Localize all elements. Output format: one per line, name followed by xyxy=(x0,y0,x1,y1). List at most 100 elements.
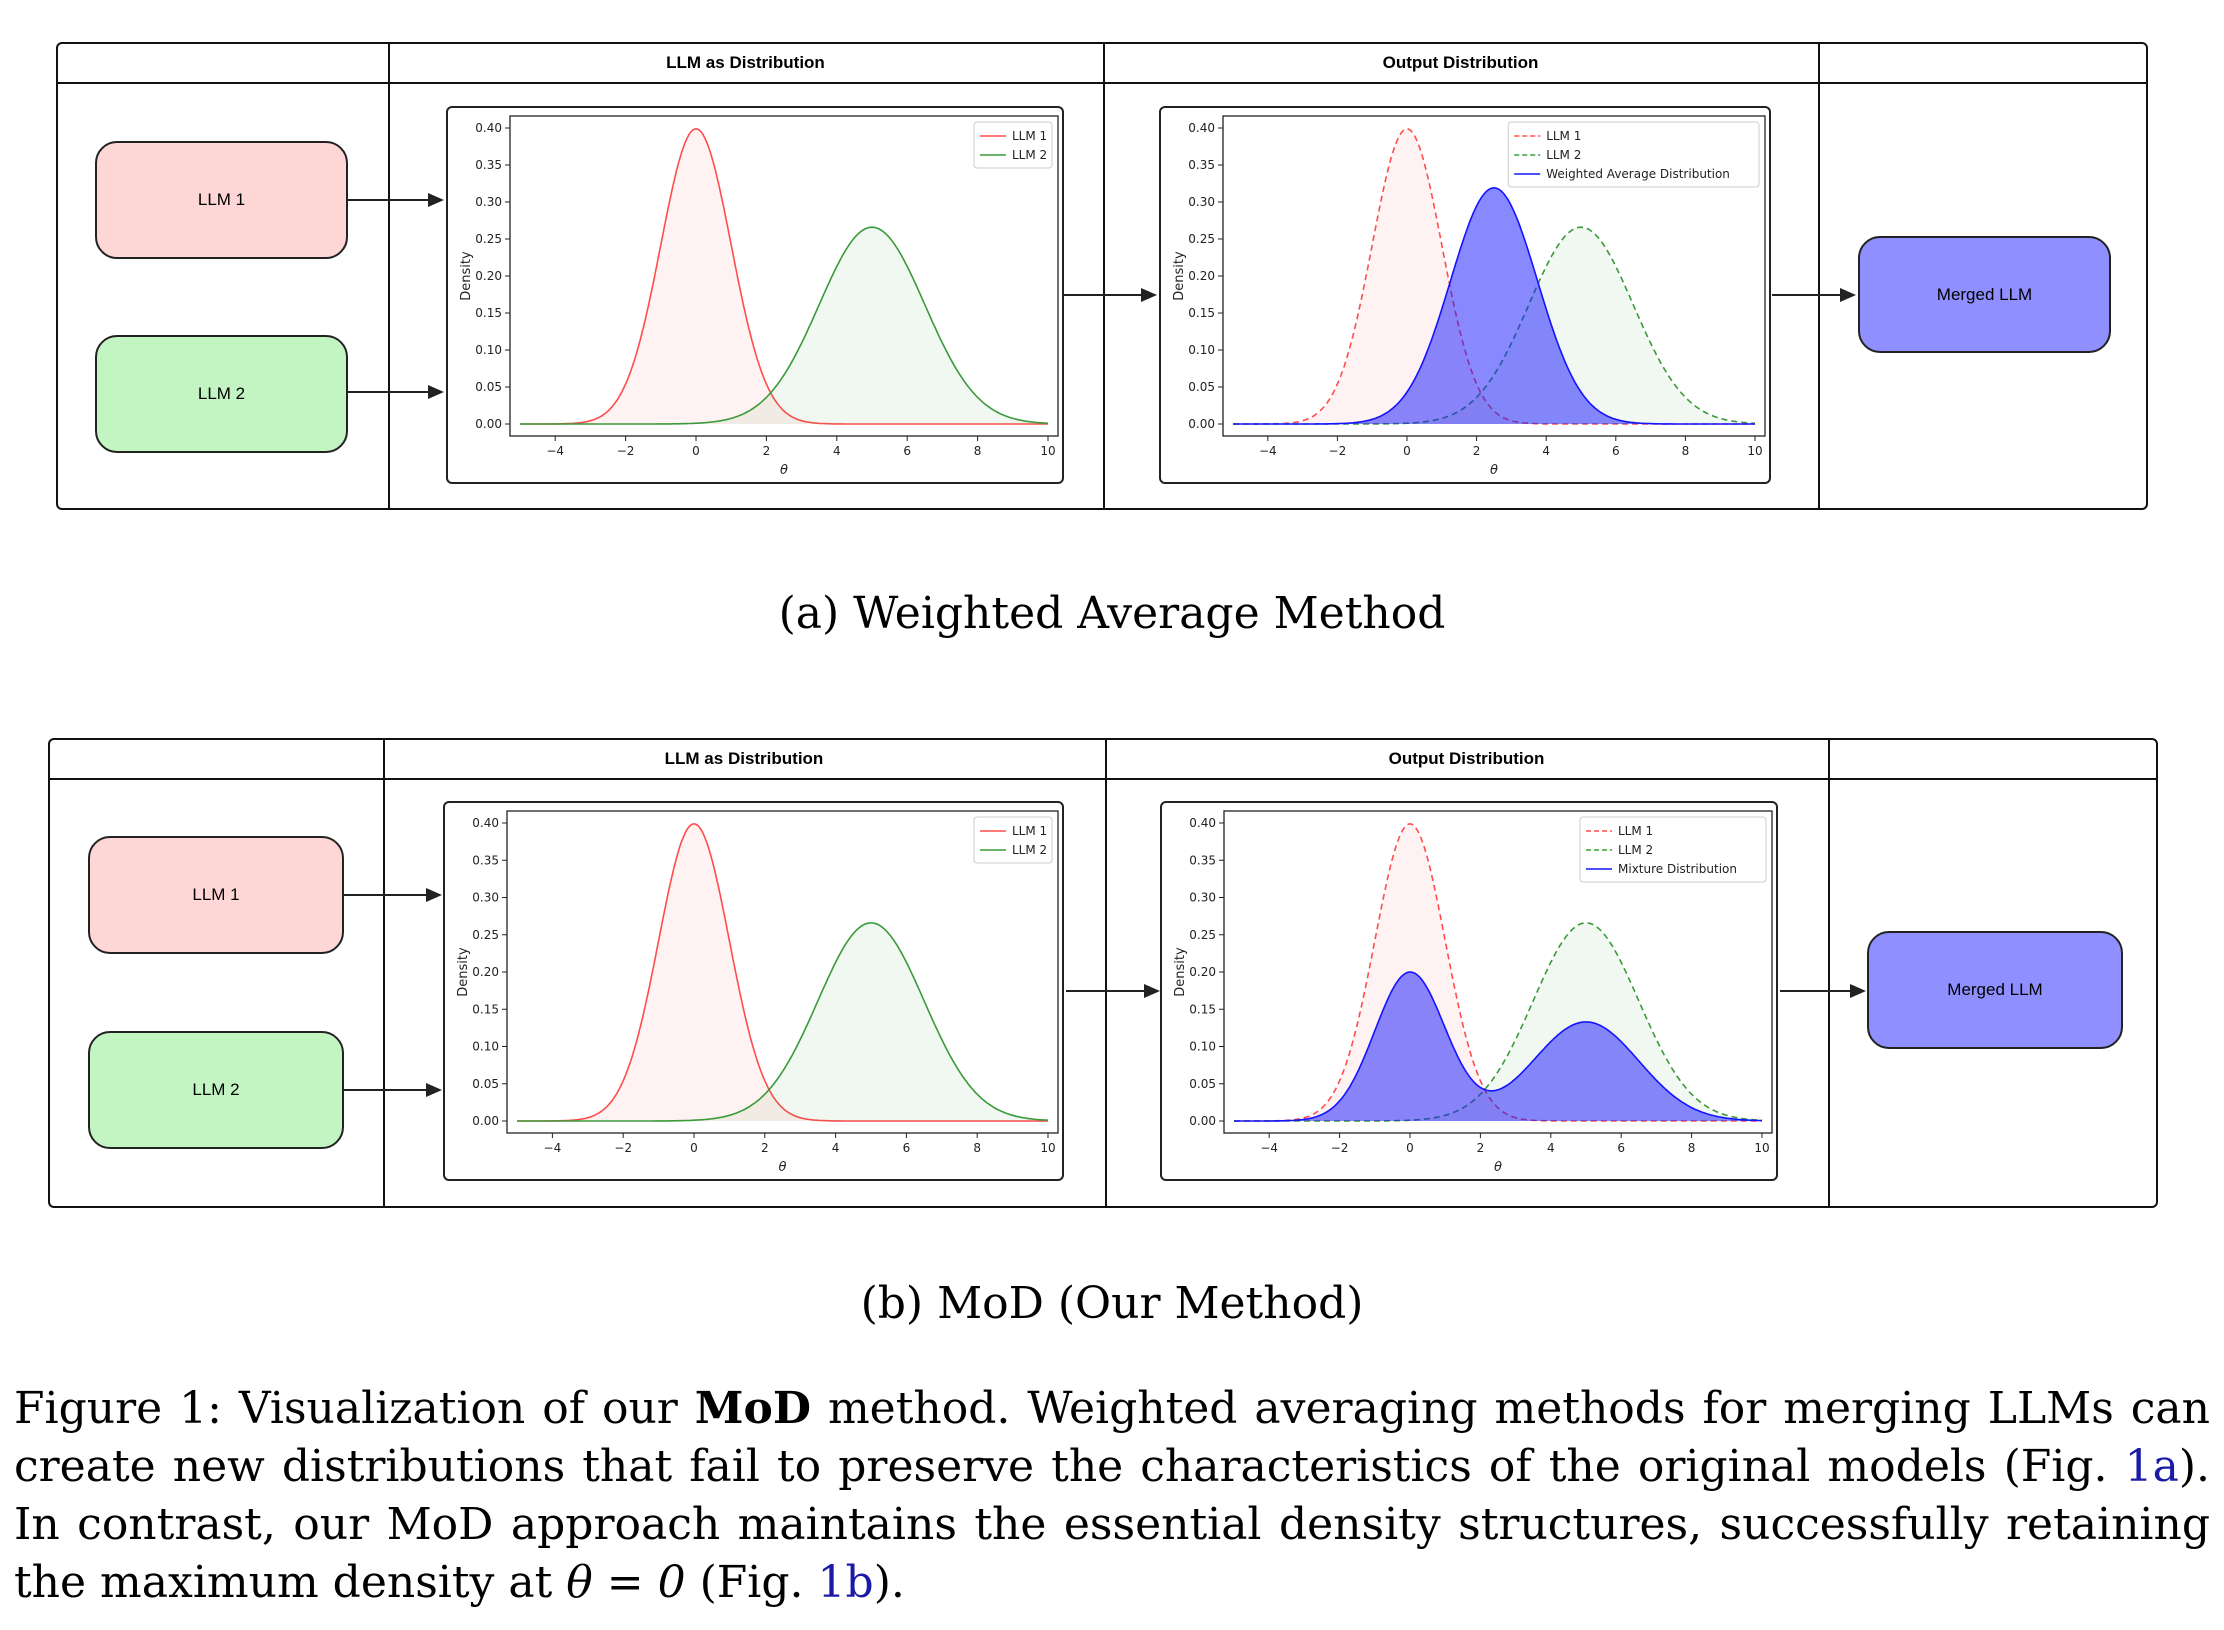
x-tick-label: 8 xyxy=(1682,444,1690,458)
x-tick-label: 0 xyxy=(692,444,700,458)
x-tick-label: 0 xyxy=(1403,444,1411,458)
caption-math: θ = 0 xyxy=(566,1557,686,1608)
x-tick-label: 10 xyxy=(1747,444,1762,458)
y-tick-label: 0.00 xyxy=(1189,1114,1216,1128)
x-tick-label: 6 xyxy=(903,1141,911,1155)
legend-label: LLM 1 xyxy=(1546,129,1581,143)
x-tick-label: 4 xyxy=(1542,444,1550,458)
series-area xyxy=(1234,823,1762,1121)
arrow-icon xyxy=(1780,984,1866,998)
column-divider xyxy=(1828,740,1830,1206)
arrow-icon xyxy=(348,385,444,399)
series-area xyxy=(517,922,1048,1121)
y-tick-label: 0.10 xyxy=(475,343,502,357)
arrow-icon xyxy=(344,1083,442,1097)
column-header-output-distribution: Output Distribution xyxy=(1382,53,1539,72)
legend-label: LLM 2 xyxy=(1618,843,1653,857)
series-area xyxy=(1233,227,1755,424)
plot-b-output: 0.00 0.05 0.10 0.15 0.20 0.25 0.30 0.35 0.40 −4 −2… xyxy=(1160,801,1778,1181)
y-tick-label: 0.35 xyxy=(472,853,499,867)
legend-box xyxy=(1579,816,1767,883)
series-area xyxy=(1233,128,1755,425)
series-area xyxy=(1233,187,1755,424)
y-tick-label: 0.05 xyxy=(472,1077,499,1091)
y-tick-label: 0.15 xyxy=(475,306,502,320)
column-divider xyxy=(388,44,390,508)
x-tick-label: 0 xyxy=(690,1141,698,1155)
x-tick-label: 10 xyxy=(1040,1141,1055,1155)
x-tick-label: −4 xyxy=(544,1141,562,1155)
column-header-llm-as-distribution: LLM as Distribution xyxy=(664,749,824,768)
series-line xyxy=(520,226,1048,425)
x-tick-label: −2 xyxy=(1331,1141,1349,1155)
y-axis-label: Density xyxy=(456,947,471,997)
figure-ref-link[interactable]: 1a xyxy=(2124,1441,2179,1492)
legend-label: LLM 2 xyxy=(1546,148,1581,162)
figure-b-panel: LLM as Distribution Output Distribution xyxy=(48,738,2158,1208)
arrow-icon xyxy=(1772,288,1856,302)
y-axis-label: Density xyxy=(459,251,474,301)
x-tick-label: −2 xyxy=(1329,444,1347,458)
figure-a-panel: LLM as Distribution Output Distribution xyxy=(56,42,2148,510)
llm1-box: LLM 1 xyxy=(88,836,344,954)
x-tick-label: −4 xyxy=(1259,444,1277,458)
y-tick-label: 0.40 xyxy=(1189,816,1216,830)
header-divider xyxy=(50,778,2156,780)
x-tick-label: 4 xyxy=(1547,1141,1555,1155)
x-tick-label: 2 xyxy=(761,1141,769,1155)
y-tick-label: 0.35 xyxy=(475,158,502,172)
legend-label: Weighted Average Distribution xyxy=(1546,167,1730,181)
figure-ref-link[interactable]: 1b xyxy=(817,1557,874,1608)
y-tick-label: 0.15 xyxy=(1189,1002,1216,1016)
arrow-icon xyxy=(344,888,442,902)
y-tick-label: 0.40 xyxy=(472,816,499,830)
legend-box xyxy=(1507,121,1760,188)
chart-a-input: 0.00 0.05 0.10 0.15 0.20 0.25 0.30 0.35 0.40 −4 −2… xyxy=(459,115,1059,478)
x-tick-label: −2 xyxy=(617,444,635,458)
series-area xyxy=(520,227,1048,424)
column-divider xyxy=(1105,740,1107,1206)
caption-text: method. Weighted averaging methods for m… xyxy=(14,1383,2210,1492)
chart-b-output: 0.00 0.05 0.10 0.15 0.20 0.25 0.30 0.35 0.40 −4 −2… xyxy=(1173,810,1773,1175)
y-tick-label: 0.20 xyxy=(1188,269,1215,283)
header-divider xyxy=(58,82,2146,84)
caption-text: ). In contrast, our MoD approach maintai… xyxy=(14,1441,2210,1608)
figure-caption: Figure 1: Visualization of our MoD metho… xyxy=(14,1380,2210,1612)
arrow-icon xyxy=(1063,288,1157,302)
arrow-icon xyxy=(348,193,444,207)
series-line xyxy=(517,822,1048,1122)
merged-llm-box: Merged LLM xyxy=(1858,236,2111,353)
y-tick-label: 0.20 xyxy=(1189,965,1216,979)
column-divider xyxy=(1103,44,1105,508)
y-tick-label: 0.05 xyxy=(1189,1077,1216,1091)
y-tick-label: 0.25 xyxy=(1189,928,1216,942)
llm1-box: LLM 1 xyxy=(95,141,348,259)
y-tick-label: 0.30 xyxy=(1188,195,1215,209)
series-line xyxy=(1234,922,1763,1122)
x-tick-label: 6 xyxy=(903,444,911,458)
series-line xyxy=(1234,971,1762,1122)
column-divider xyxy=(1818,44,1820,508)
y-tick-label: 0.10 xyxy=(472,1040,499,1054)
plot-a-output: 0.00 0.05 0.10 0.15 0.20 0.25 0.30 0.35 0.40 −4 −2… xyxy=(1159,106,1771,484)
y-tick-label: 0.30 xyxy=(1189,891,1216,905)
y-tick-label: 0.15 xyxy=(1188,306,1215,320)
legend-box xyxy=(973,121,1053,169)
llm2-box: LLM 2 xyxy=(95,335,348,453)
x-tick-label: −4 xyxy=(1260,1141,1278,1155)
y-tick-label: 0.25 xyxy=(472,928,499,942)
y-tick-label: 0.00 xyxy=(472,1114,499,1128)
y-axis-label: Density xyxy=(1172,251,1187,301)
y-tick-label: 0.05 xyxy=(475,380,502,394)
x-axis-label: θ xyxy=(1494,1160,1502,1175)
series-line xyxy=(520,127,1048,425)
x-tick-label: 2 xyxy=(1477,1141,1485,1155)
legend-label: LLM 1 xyxy=(1012,129,1047,143)
y-tick-label: 0.10 xyxy=(1188,343,1215,357)
llm2-box: LLM 2 xyxy=(88,1031,344,1149)
y-tick-label: 0.25 xyxy=(1188,232,1215,246)
legend-label: LLM 2 xyxy=(1012,843,1047,857)
x-tick-label: 8 xyxy=(974,444,982,458)
plot-a-input: 0.00 0.05 0.10 0.15 0.20 0.25 0.30 0.35 0.40 −4 −2… xyxy=(446,106,1064,484)
y-axis-label: Density xyxy=(1173,947,1188,997)
